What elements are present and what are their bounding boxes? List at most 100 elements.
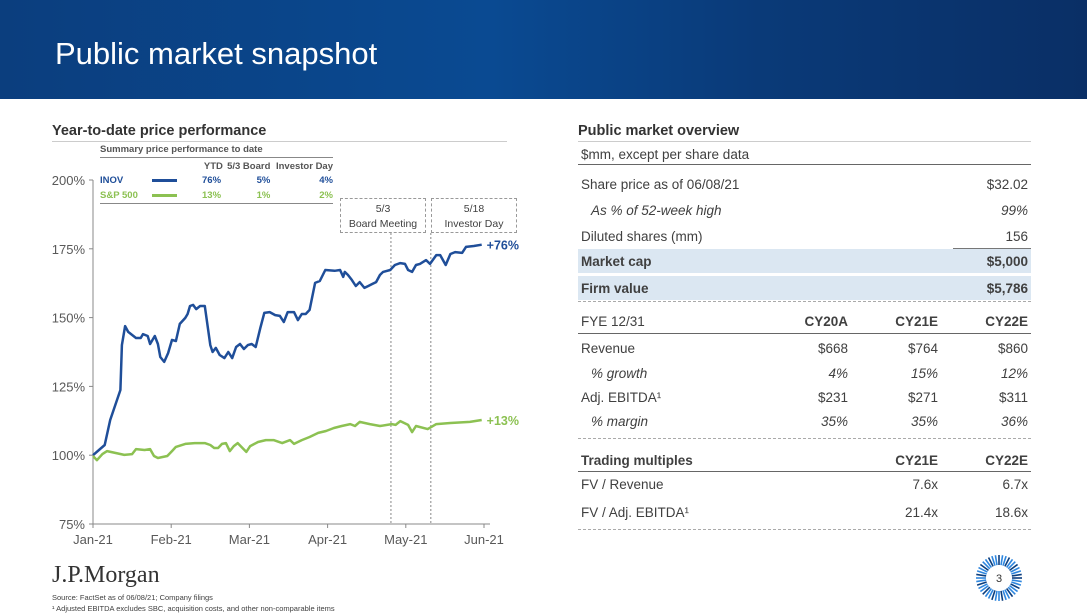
series-name: S&P 500 xyxy=(100,190,138,201)
value: $271 xyxy=(907,389,938,405)
summary-title: Summary price performance to date xyxy=(100,144,333,158)
x-tick-label: Jun-21 xyxy=(464,532,504,547)
label: Adj. EBITDA¹ xyxy=(581,389,662,405)
value: $5,000 xyxy=(986,253,1028,269)
label: FV / Adj. EBITDA¹ xyxy=(581,504,690,520)
jpmorgan-logo: J.P.Morgan xyxy=(52,562,160,588)
source-note: Source: FactSet as of 06/08/21; Company … xyxy=(52,593,213,602)
col-cy22e: CY22E xyxy=(985,452,1028,468)
chart-section-title: Year-to-date price performance xyxy=(52,123,267,139)
x-tick-label: Jan-21 xyxy=(73,532,113,547)
value: 6.7x xyxy=(1002,476,1028,492)
x-tick-label: May-21 xyxy=(384,532,427,547)
col-cy21e: CY21E xyxy=(895,452,938,468)
value: $231 xyxy=(817,389,848,405)
row-52wk: As % of 52-week high 99% xyxy=(578,198,1031,222)
row-market-cap: Market cap $5,000 xyxy=(578,249,1031,273)
divider xyxy=(578,301,1031,302)
price-chart: 75% 100% 125% 150% 175% 200% Jan-21 Feb-21 Mar-2… xyxy=(52,173,519,547)
y-tick-label: 100% xyxy=(52,448,86,463)
value: 21.4x xyxy=(904,504,938,520)
event-label: Board Meeting xyxy=(348,218,418,230)
value: 18.6x xyxy=(994,504,1028,520)
value: $860 xyxy=(997,340,1028,356)
row-firm-value: Firm value $5,786 xyxy=(578,276,1031,300)
label: Revenue xyxy=(581,340,636,356)
value: 7.6x xyxy=(912,476,938,492)
row-fv-revenue: FV / Revenue 7.6x 6.7x xyxy=(578,472,1031,496)
label: Trading multiples xyxy=(581,452,693,468)
label: % margin xyxy=(591,413,649,429)
y-tick-label: 125% xyxy=(52,379,86,394)
col-board: 5/3 Board xyxy=(227,161,271,172)
row-revenue: Revenue $668 $764 $860 xyxy=(578,336,1031,360)
event-date: 5/3 xyxy=(375,203,391,215)
divider xyxy=(578,141,1031,142)
summary-row-sp500: S&P 500 13% 1% 2% xyxy=(100,188,333,204)
label: Market cap xyxy=(581,253,652,269)
investor-value: 4% xyxy=(319,175,333,186)
event-board-meeting: 5/3 Board Meeting xyxy=(340,198,426,233)
y-tick-label: 200% xyxy=(52,173,86,188)
label: Firm value xyxy=(581,280,649,296)
board-value: 5% xyxy=(256,175,271,186)
value: 35% xyxy=(820,413,848,429)
page-number: 3 xyxy=(996,573,1002,585)
value: $32.02 xyxy=(986,176,1028,192)
row-fv-ebitda: FV / Adj. EBITDA¹ 21.4x 18.6x xyxy=(578,500,1031,524)
divider xyxy=(578,471,1031,472)
row-share-price: Share price as of 06/08/21 $32.02 xyxy=(578,172,1031,196)
end-label: +76% xyxy=(487,239,519,253)
value: 4% xyxy=(828,365,848,381)
ytd-value: 76% xyxy=(202,175,222,186)
mult-header: Trading multiples CY21E CY22E xyxy=(578,448,1031,472)
y-tick-label: 75% xyxy=(59,517,85,532)
label: Share price as of 06/08/21 xyxy=(581,176,740,192)
label: % growth xyxy=(591,365,648,381)
value: 15% xyxy=(910,365,938,381)
investor-value: 2% xyxy=(319,190,333,201)
value: $5,786 xyxy=(986,280,1028,296)
divider xyxy=(578,529,1031,530)
event-date: 5/18 xyxy=(463,203,485,215)
row-margin: % margin 35% 35% 36% xyxy=(578,409,1031,433)
footnote: ¹ Adjusted EBITDA excludes SBC, acquisit… xyxy=(52,604,335,613)
x-tick-label: Feb-21 xyxy=(151,532,192,547)
event-investor-day: 5/18 Investor Day xyxy=(431,198,517,233)
divider xyxy=(578,438,1031,439)
header-band: Public market snapshot xyxy=(0,0,1087,99)
label: FYE 12/31 xyxy=(581,313,645,329)
overview-section-title: Public market overview xyxy=(578,123,740,139)
divider xyxy=(52,141,507,142)
value: $311 xyxy=(998,389,1028,405)
page-title: Public market snapshot xyxy=(55,36,378,71)
summary-row-inov: INOV 76% 5% 4% xyxy=(100,173,333,188)
end-label: +13% xyxy=(487,414,519,428)
divider xyxy=(578,333,1031,334)
label: FV / Revenue xyxy=(581,476,664,492)
ytd-value: 13% xyxy=(202,190,222,201)
value: 12% xyxy=(1000,365,1028,381)
col-investor: Investor Day xyxy=(275,161,333,172)
label: Diluted shares (mm) xyxy=(581,228,703,244)
value: 99% xyxy=(1000,202,1028,218)
page-number-badge: 3 xyxy=(976,555,1022,601)
fin-header: FYE 12/31 CY20A CY21E CY22E xyxy=(578,309,1031,333)
y-tick-label: 150% xyxy=(52,311,86,326)
summary-table: Summary price performance to date YTD 5/3… xyxy=(100,144,333,204)
series-line-inov xyxy=(92,243,482,457)
series-name: INOV xyxy=(100,175,124,186)
col-ytd: YTD xyxy=(203,161,223,172)
y-tick-label: 175% xyxy=(52,242,86,257)
event-label: Investor Day xyxy=(444,218,504,230)
x-tick-label: Apr-21 xyxy=(308,532,347,547)
row-diluted-shares: Diluted shares (mm) 156 xyxy=(578,224,1031,248)
value: 36% xyxy=(1000,413,1028,429)
value: 35% xyxy=(910,413,938,429)
value: 156 xyxy=(1005,228,1028,244)
units-note: $mm, except per share data xyxy=(581,147,750,162)
x-tick-label: Mar-21 xyxy=(229,532,270,547)
col-cy20a: CY20A xyxy=(804,313,848,329)
legend-line xyxy=(152,188,202,204)
col-cy22e: CY22E xyxy=(985,313,1028,329)
